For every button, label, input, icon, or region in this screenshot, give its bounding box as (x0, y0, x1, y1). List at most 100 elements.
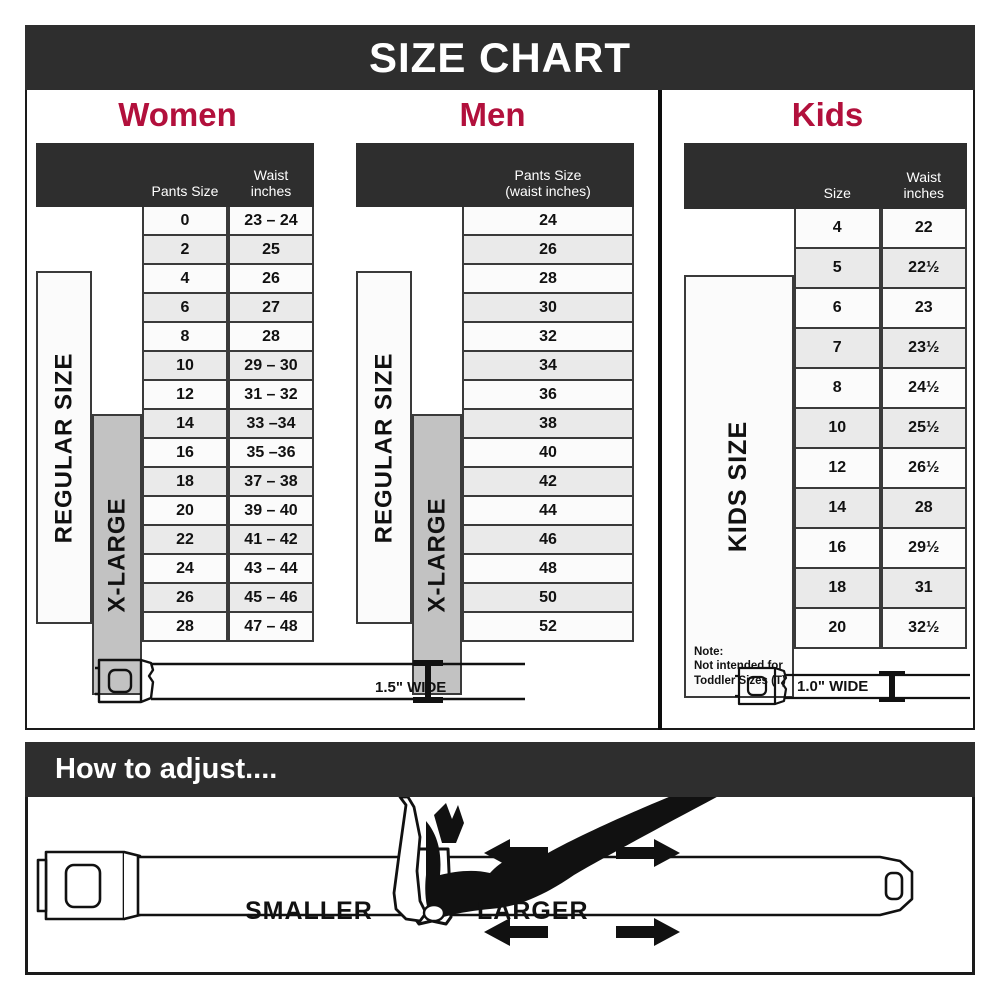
table-row: 18 37 – 38 (36, 468, 314, 497)
kids-waist-cell: 23½ (880, 329, 967, 369)
kids-waist-cell: 26½ (880, 449, 967, 489)
kids-size-cell: 7 (794, 329, 881, 369)
kids-note: Note: Not intended for Toddler Sizes (T) (694, 645, 786, 687)
table-row: 32 (356, 323, 634, 352)
table-row: 40 (356, 439, 634, 468)
women-col-waist: Waist inches (250, 166, 292, 199)
men-kids-divider (658, 90, 662, 730)
kids-waist-cell: 23 (880, 289, 967, 329)
women-waist-cell: 25 (228, 236, 314, 265)
how-to-adjust-bar: How to adjust.... (25, 742, 975, 797)
men-col-pants-size: Pants Size (waist inches) (505, 166, 591, 199)
row-gutter (36, 207, 142, 236)
table-row: 8 28 (36, 323, 314, 352)
women-size-cell: 12 (142, 381, 228, 410)
women-waist-cell: 33 –34 (228, 410, 314, 439)
women-waist-cell: 31 – 32 (228, 381, 314, 410)
table-row: 14 33 –34 (36, 410, 314, 439)
women-size-cell: 26 (142, 584, 228, 613)
adult-belt-width-diagram (95, 658, 525, 704)
men-size-cell: 50 (462, 584, 634, 613)
table-row: 44 (356, 497, 634, 526)
table-row: 48 (356, 555, 634, 584)
women-size-cell: 28 (142, 613, 228, 642)
men-size-cell: 26 (462, 236, 634, 265)
table-row: 4 22 (684, 209, 967, 249)
women-size-cell: 8 (142, 323, 228, 352)
men-bracket-x-large: X-LARGE (412, 414, 462, 695)
men-size-cell: 52 (462, 613, 634, 642)
women-bracket-x-large: X-LARGE (92, 414, 142, 695)
table-row: 34 (356, 352, 634, 381)
women-size-cell: 16 (142, 439, 228, 468)
kids-size-cell: 12 (794, 449, 881, 489)
table-row: 7 23½ (684, 329, 967, 369)
table-row: 26 (356, 236, 634, 265)
table-row: 6 27 (36, 294, 314, 323)
men-size-cell: 46 (462, 526, 634, 555)
women-waist-cell: 26 (228, 265, 314, 294)
men-size-cell: 40 (462, 439, 634, 468)
kids-waist-cell: 31 (880, 569, 967, 609)
kids-size-cell: 10 (794, 409, 881, 449)
table-row: 42 (356, 468, 634, 497)
men-size-cell: 30 (462, 294, 634, 323)
women-size-cell: 24 (142, 555, 228, 584)
table-row: 50 (356, 584, 634, 613)
arrow-right-bottom (616, 918, 680, 946)
section-heading-women: Women (118, 96, 237, 133)
table-row: 52 (356, 613, 634, 642)
men-bracket-xlarge-label: X-LARGE (423, 497, 450, 612)
kids-table-body: KIDS SIZE Note: Not intended for Toddler… (684, 209, 967, 698)
kids-size-cell: 14 (794, 489, 881, 529)
table-row: 36 (356, 381, 634, 410)
women-table-body: REGULAR SIZE X-LARGE 0 23 – 24 2 25 4 26 6 27 8 2… (36, 207, 314, 695)
kids-table-header: Size Waist inches (684, 143, 967, 209)
women-bracket-xlarge-label: X-LARGE (103, 497, 130, 612)
table-row: 5 22½ (684, 249, 967, 289)
hand-illustration (392, 797, 717, 923)
table-row: 20 39 – 40 (36, 497, 314, 526)
table-row: 46 (356, 526, 634, 555)
men-bracket-regular-size: REGULAR SIZE (356, 271, 412, 624)
women-size-cell: 20 (142, 497, 228, 526)
table-row: 14 28 (684, 489, 967, 529)
how-to-adjust-panel (25, 797, 975, 975)
women-waist-cell: 27 (228, 294, 314, 323)
table-row: 22 41 – 42 (36, 526, 314, 555)
women-size-cell: 10 (142, 352, 228, 381)
table-row: 24 (356, 207, 634, 236)
men-size-cell: 24 (462, 207, 634, 236)
belt-adjust-diagram (36, 797, 914, 946)
kids-waist-cell: 22½ (880, 249, 967, 289)
table-row: 10 25½ (684, 409, 967, 449)
section-heading-men: Men (459, 96, 526, 133)
women-waist-cell: 47 – 48 (228, 613, 314, 642)
row-gutter (36, 236, 142, 265)
kids-waist-cell: 29½ (880, 529, 967, 569)
women-bracket-regular-label: REGULAR SIZE (50, 352, 77, 543)
table-row: 18 31 (684, 569, 967, 609)
kids-size-table: Size Waist inches KIDS SIZE Note: Not in… (684, 143, 967, 698)
women-size-cell: 22 (142, 526, 228, 555)
table-row: 28 47 – 48 (36, 613, 314, 642)
women-waist-cell: 45 – 46 (228, 584, 314, 613)
table-row: 2 25 (36, 236, 314, 265)
table-row: 16 29½ (684, 529, 967, 569)
men-size-cell: 48 (462, 555, 634, 584)
men-size-cell: 34 (462, 352, 634, 381)
table-row: 28 (356, 265, 634, 294)
table-row: 0 23 – 24 (36, 207, 314, 236)
kids-waist-cell: 24½ (880, 369, 967, 409)
table-row: 26 45 – 46 (36, 584, 314, 613)
men-size-cell: 28 (462, 265, 634, 294)
women-waist-cell: 29 – 30 (228, 352, 314, 381)
kids-belt-width-label: 1.0" WIDE (797, 678, 869, 695)
kids-bracket-label: KIDS SIZE (724, 420, 753, 553)
women-waist-cell: 28 (228, 323, 314, 352)
kids-size-cell: 8 (794, 369, 881, 409)
women-waist-cell: 41 – 42 (228, 526, 314, 555)
men-table-header: Pants Size (waist inches) (356, 143, 634, 207)
women-size-cell: 0 (142, 207, 228, 236)
kids-waist-cell: 22 (880, 209, 967, 249)
